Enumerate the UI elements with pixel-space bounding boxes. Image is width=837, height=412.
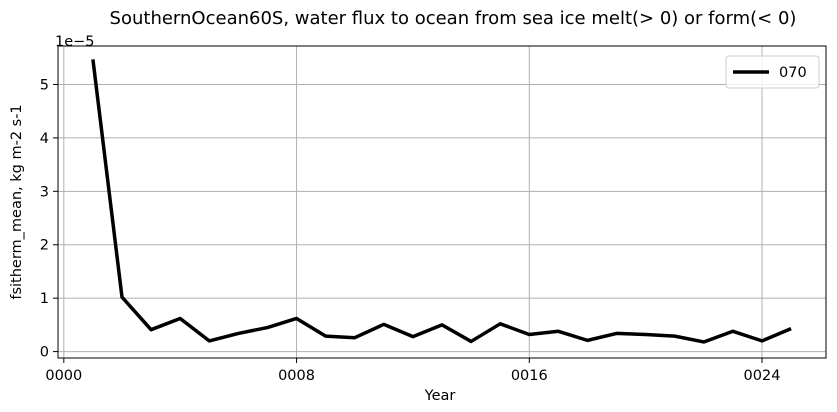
- y-tick-label: 5: [40, 77, 49, 93]
- x-tick-label: 0016: [511, 368, 548, 384]
- x-axis-ticks: 0000 0008 0016 0024: [45, 358, 780, 384]
- series-line-070: [91, 59, 792, 344]
- y-tick-label: 0: [40, 345, 49, 361]
- legend: 070: [725, 55, 820, 89]
- x-tick-label: 0024: [744, 368, 781, 384]
- x-tick-label: 0000: [45, 368, 82, 384]
- y-tick-label: 2: [40, 238, 49, 254]
- y-tick-label: 3: [40, 184, 49, 200]
- y-tick-label: 1: [40, 291, 49, 307]
- y-axis-ticks: 0 1 2 3 4 5: [40, 77, 58, 361]
- plot-area: [57, 45, 827, 359]
- chart-title: SouthernOcean60S, water flux to ocean fr…: [110, 8, 797, 29]
- grid: [58, 46, 826, 358]
- y-tick-label: 4: [40, 131, 49, 147]
- y-axis-label: fsitherm_mean, kg m-2 s-1: [9, 104, 25, 299]
- series-layer: [91, 59, 792, 344]
- legend-box: [725, 55, 820, 89]
- y-axis-offset-label: 1e−5: [55, 34, 95, 50]
- legend-label-070: 070: [779, 65, 807, 81]
- x-tick-label: 0008: [278, 368, 315, 384]
- x-axis-label: Year: [424, 388, 456, 404]
